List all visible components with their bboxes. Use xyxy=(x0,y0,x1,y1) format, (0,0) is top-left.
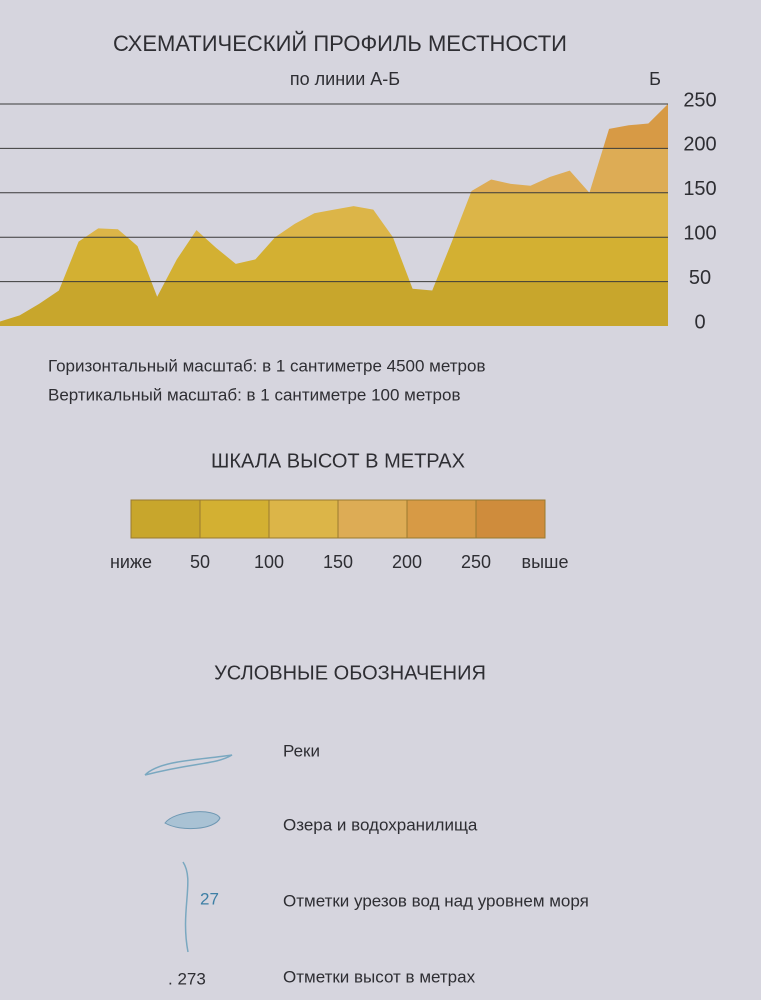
lake-icon xyxy=(164,811,221,830)
y-tick-label: 200 xyxy=(683,134,716,156)
chart-title: СХЕМАТИЧЕСКИЙ ПРОФИЛЬ МЕСТНОСТИ xyxy=(113,31,567,56)
scale-note: Вертикальный масштаб: в 1 сантиметре 100… xyxy=(48,385,460,404)
scale-label: 250 xyxy=(461,552,491,572)
scale-label: ниже xyxy=(110,552,152,572)
river-icon xyxy=(144,754,233,776)
scale-swatch xyxy=(475,499,546,539)
y-tick-label: 100 xyxy=(683,222,716,244)
elevation-band xyxy=(0,281,668,326)
y-tick-label: 150 xyxy=(683,178,716,200)
legend-item: Озера и водохранилища xyxy=(283,815,478,834)
scale-label: 150 xyxy=(323,552,353,572)
water-mark: 27 xyxy=(200,889,219,908)
scale-swatch xyxy=(406,499,477,539)
legend-item: Реки xyxy=(283,741,320,760)
scale-label: 100 xyxy=(254,552,284,572)
y-tick-label: 0 xyxy=(694,311,705,333)
scale-swatch xyxy=(337,499,408,539)
y-tick-label: 250 xyxy=(683,89,716,111)
height-mark: . 273 xyxy=(168,969,206,988)
scale-label: 50 xyxy=(190,552,210,572)
elevation-band xyxy=(0,192,668,238)
elevation-band xyxy=(0,148,668,193)
legend-item: Отметки урезов вод над уровнем моря xyxy=(283,891,589,910)
elevation-band xyxy=(0,104,668,149)
scale-swatch xyxy=(268,499,339,539)
elevation-band xyxy=(0,237,668,282)
scale-label: 200 xyxy=(392,552,422,572)
scale-label: выше xyxy=(522,552,569,572)
chart-subtitle: по линии А-Б xyxy=(290,69,400,89)
river-icon xyxy=(182,861,189,953)
scale-note: Горизонтальный масштаб: в 1 сантиметре 4… xyxy=(48,356,485,375)
end-label: Б xyxy=(649,69,661,89)
scale-title: ШКАЛА ВЫСОТ В МЕТРАХ xyxy=(211,450,465,472)
scale-swatch xyxy=(199,499,270,539)
legend-title: УСЛОВНЫЕ ОБОЗНАЧЕНИЯ xyxy=(214,662,486,684)
y-tick-label: 50 xyxy=(689,267,711,289)
legend-item: Отметки высот в метрах xyxy=(283,967,476,986)
scale-swatch xyxy=(130,499,201,539)
